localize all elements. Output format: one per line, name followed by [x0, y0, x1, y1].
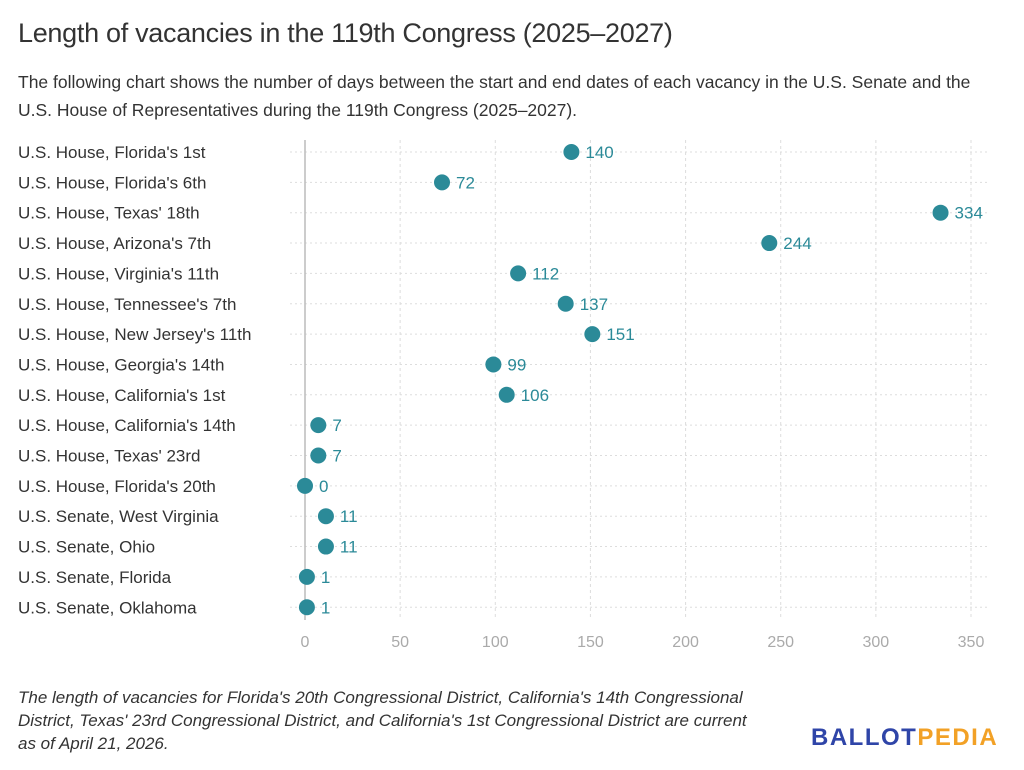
category-label: U.S. House, California's 14th: [18, 416, 236, 435]
category-label: U.S. House, Texas' 23rd: [18, 447, 200, 466]
data-point: [434, 174, 451, 191]
data-label: 140: [585, 143, 613, 162]
data-point: [584, 326, 601, 343]
data-label: 99: [507, 355, 526, 374]
chart-title: Length of vacancies in the 119th Congres…: [18, 18, 673, 48]
data-point: [932, 204, 949, 221]
data-label: 106: [521, 386, 549, 405]
category-label: U.S. House, Texas' 18th: [18, 204, 200, 223]
data-label: 72: [456, 173, 475, 192]
logo-part2: PEDIA: [917, 724, 999, 751]
x-tick-label: 100: [482, 634, 509, 651]
category-label: U.S. House, Tennessee's 7th: [18, 295, 236, 314]
footnote: The length of vacancies for Florida's 20…: [18, 688, 747, 753]
data-label: 7: [332, 447, 341, 466]
x-tick-label: 150: [577, 634, 604, 651]
category-label: U.S. Senate, Oklahoma: [18, 598, 197, 617]
data-point: [317, 508, 334, 525]
data-label: 0: [319, 477, 328, 496]
data-label: 1: [321, 598, 330, 617]
data-point: [298, 568, 315, 585]
data-point: [317, 538, 334, 555]
data-label: 151: [606, 325, 634, 344]
data-label: 11: [340, 538, 358, 557]
x-tick-label: 350: [958, 634, 985, 651]
category-label: U.S. House, Georgia's 14th: [18, 355, 224, 374]
category-label: U.S. Senate, Ohio: [18, 538, 155, 557]
category-label: U.S. House, New Jersey's 11th: [18, 325, 251, 344]
category-label: U.S. House, Virginia's 11th: [18, 264, 219, 283]
category-label: U.S. House, Florida's 6th: [18, 173, 206, 192]
data-point: [298, 599, 315, 616]
logo-part1: BALLOT: [811, 724, 918, 751]
data-point: [510, 265, 527, 282]
x-tick-label: 250: [767, 634, 794, 651]
data-point: [310, 417, 327, 434]
x-tick-label: 300: [863, 634, 890, 651]
data-point: [485, 356, 502, 373]
data-point: [297, 477, 313, 494]
category-label: U.S. House, Florida's 1st: [18, 143, 206, 162]
data-point: [563, 144, 580, 160]
dot-plot: 0 50 100 150 200 250 300 350 U.S. House, Florida…: [18, 140, 990, 651]
data-label: 137: [580, 295, 608, 314]
category-label: U.S. House, Arizona's 7th: [18, 234, 211, 253]
chart-subtitle: The following chart shows the number of …: [18, 72, 971, 120]
data-label: 7: [332, 416, 341, 435]
data-point: [761, 235, 778, 252]
data-label: 11: [340, 507, 358, 526]
data-label: 244: [783, 234, 811, 253]
data-point: [557, 295, 574, 312]
category-label: U.S. Senate, West Virginia: [18, 507, 219, 526]
data-point: [498, 386, 515, 403]
x-tick-label: 50: [391, 634, 409, 651]
data-label: 112: [532, 264, 559, 283]
x-tick-label: 0: [301, 634, 310, 651]
category-label: U.S. Senate, Florida: [18, 568, 172, 587]
ballotpedia-logo: BALLOTPEDIA: [811, 724, 998, 752]
category-label: U.S. House, Florida's 20th: [18, 477, 216, 496]
data-point: [310, 447, 327, 464]
data-label: 1: [321, 568, 330, 587]
x-tick-label: 200: [672, 634, 699, 651]
category-label: U.S. House, California's 1st: [18, 386, 226, 405]
data-label: 334: [955, 204, 983, 223]
